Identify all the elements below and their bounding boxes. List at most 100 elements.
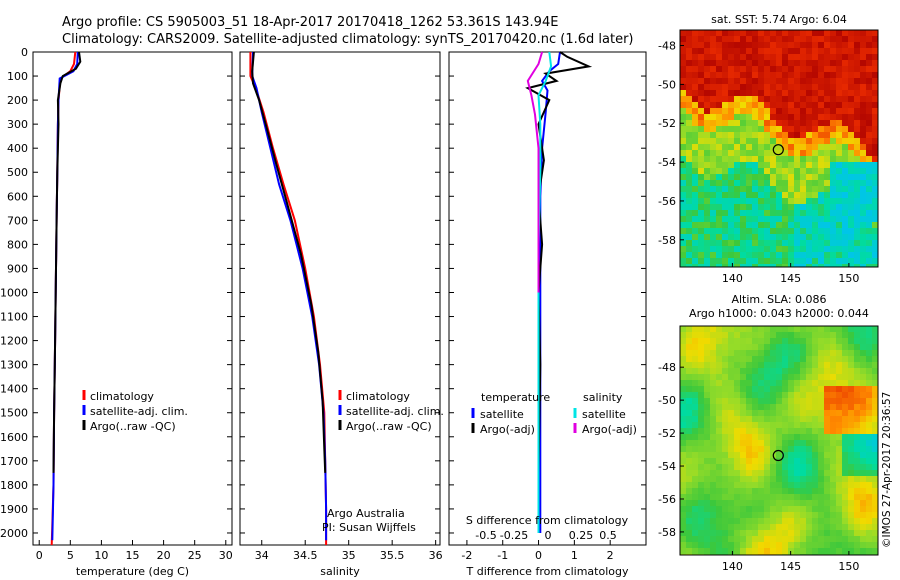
heatmap-cell (818, 326, 824, 332)
heatmap-cell (776, 524, 782, 530)
heatmap-cell (692, 84, 698, 90)
top-xtick-label: 0.25 (569, 529, 594, 542)
heatmap-cell (860, 210, 866, 216)
heatmap-cell (764, 216, 770, 222)
heatmap-cell (692, 440, 698, 446)
heatmap-cell (770, 120, 776, 126)
heatmap-cell (710, 470, 716, 476)
heatmap-cell (686, 356, 692, 362)
heatmap-cell (680, 132, 686, 138)
heatmap-cell (698, 452, 704, 458)
heatmap-cell (752, 96, 758, 102)
heatmap-cell (686, 210, 692, 216)
heatmap-cell (806, 536, 812, 542)
heatmap-cell (752, 488, 758, 494)
heatmap-cell (806, 398, 812, 404)
temperature-panel-xtick-label: 15 (126, 549, 140, 562)
heatmap-cell (758, 126, 764, 132)
heatmap-cell (818, 174, 824, 180)
heatmap-cell (758, 380, 764, 386)
heatmap-cell (842, 530, 848, 536)
heatmap-cell (800, 156, 806, 162)
heatmap-cell (824, 542, 830, 548)
heatmap-cell (860, 30, 866, 36)
heatmap-cell (758, 102, 764, 108)
heatmap-cell (842, 234, 848, 240)
heatmap-cell (740, 66, 746, 72)
heatmap-cell (692, 500, 698, 506)
difference-panel-xtick-label: -1 (497, 549, 508, 562)
heatmap-cell (824, 422, 830, 428)
heatmap-cell (746, 452, 752, 458)
heatmap-cell (818, 144, 824, 150)
heatmap-cell (710, 66, 716, 72)
heatmap-cell (830, 126, 836, 132)
temperature-panel-xtick-label: 5 (67, 549, 74, 562)
sal-legend-label: Argo(..raw -QC) (346, 420, 432, 433)
heatmap-cell (860, 506, 866, 512)
depth-tick-label: 200 (7, 94, 28, 107)
heatmap-cell (848, 344, 854, 350)
heatmap-cell (824, 338, 830, 344)
heatmap-cell (758, 42, 764, 48)
heatmap-cell (848, 162, 854, 168)
heatmap-cell (698, 518, 704, 524)
heatmap-cell (776, 518, 782, 524)
heatmap-cell (728, 356, 734, 362)
heatmap-cell (734, 144, 740, 150)
heatmap-cell (806, 386, 812, 392)
heatmap-cell (698, 542, 704, 548)
heatmap-cell (740, 374, 746, 380)
heatmap-cell (794, 500, 800, 506)
heatmap-cell (728, 228, 734, 234)
heatmap-cell (776, 162, 782, 168)
heatmap-cell (686, 30, 692, 36)
heatmap-cell (842, 512, 848, 518)
heatmap-cell (776, 386, 782, 392)
heatmap-cell (728, 398, 734, 404)
heatmap-cell (842, 204, 848, 210)
heatmap-cell (716, 222, 722, 228)
map-xtick-label: 145 (780, 560, 801, 573)
heatmap-cell (722, 488, 728, 494)
heatmap-cell (800, 42, 806, 48)
heatmap-cell (752, 386, 758, 392)
heatmap-cell (776, 494, 782, 500)
heatmap-cell (698, 530, 704, 536)
heatmap-cell (776, 500, 782, 506)
heatmap-cell (752, 524, 758, 530)
heatmap-cell (740, 96, 746, 102)
heatmap-cell (686, 398, 692, 404)
heatmap-cell (680, 518, 686, 524)
heatmap-cell (812, 180, 818, 186)
heatmap-cell (728, 156, 734, 162)
heatmap-cell (758, 332, 764, 338)
heatmap-cell (752, 482, 758, 488)
heatmap-cell (692, 536, 698, 542)
heatmap-cell (728, 258, 734, 264)
heatmap-cell (854, 506, 860, 512)
heatmap-cell (794, 228, 800, 234)
heatmap-cell (704, 114, 710, 120)
heatmap-cell (740, 500, 746, 506)
heatmap-cell (830, 446, 836, 452)
heatmap-cell (746, 156, 752, 162)
heatmap-cell (704, 518, 710, 524)
heatmap-cell (728, 332, 734, 338)
heatmap-cell (770, 96, 776, 102)
heatmap-cell (872, 156, 878, 162)
heatmap-cell (710, 264, 716, 267)
heatmap-cell (752, 258, 758, 264)
heatmap-cell (710, 162, 716, 168)
heatmap-cell (746, 30, 752, 36)
heatmap-cell (764, 144, 770, 150)
heatmap-cell (752, 210, 758, 216)
diff-legend-label: satellite (480, 408, 524, 421)
heatmap-cell (710, 500, 716, 506)
heatmap-cell (782, 494, 788, 500)
heatmap-cell (806, 48, 812, 54)
heatmap-cell (686, 42, 692, 48)
heatmap-cell (872, 362, 878, 368)
heatmap-cell (824, 482, 830, 488)
heatmap-cell (842, 386, 848, 392)
